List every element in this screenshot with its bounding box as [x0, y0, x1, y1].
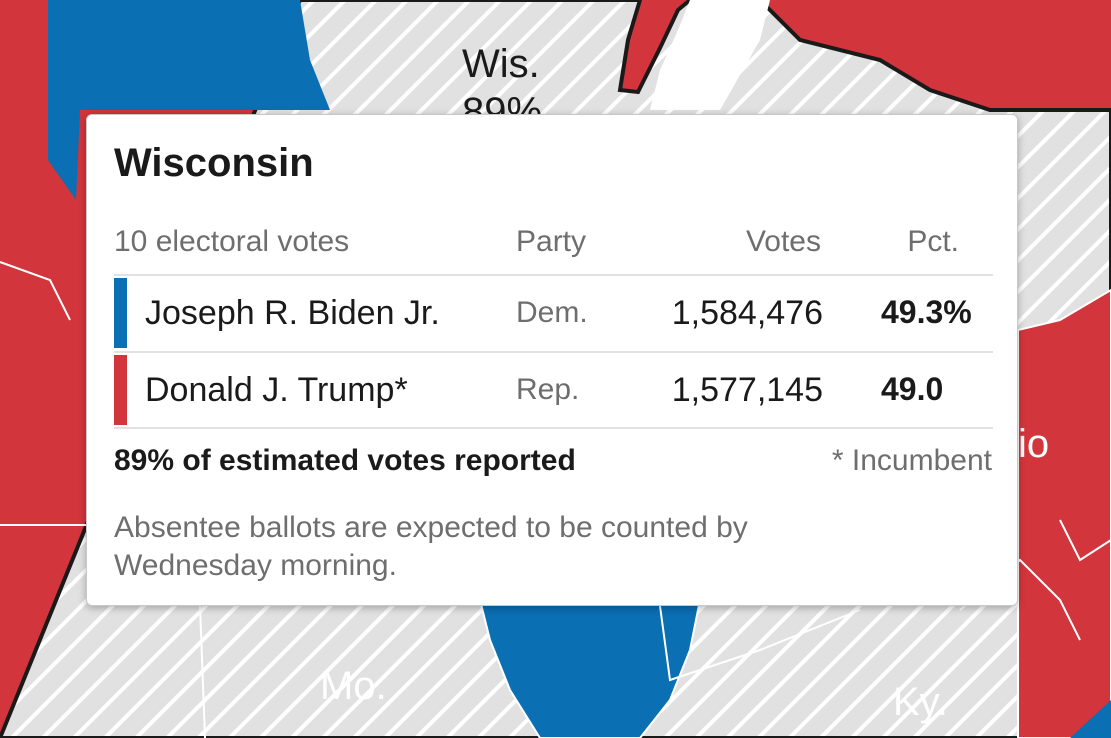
candidate-name: Joseph R. Biden Jr. — [145, 294, 440, 332]
candidate-votes: 1,577,145 — [671, 371, 823, 409]
minnesota-shape[interactable] — [48, 0, 330, 200]
party-color-bar — [114, 355, 127, 425]
candidate-name: Donald J. Trump* — [145, 371, 408, 409]
candidate-row-trump: Donald J. Trump* Rep. 1,577,145 49.0 — [114, 351, 993, 429]
absentee-note: Absentee ballots are expected to be coun… — [114, 511, 748, 582]
lake-michigan — [640, 0, 770, 110]
header-votes: Votes — [745, 225, 821, 258]
candidate-party: Rep. — [516, 373, 580, 406]
ohio-shape[interactable] — [1017, 288, 1111, 738]
header-electoral-votes: 10 electoral votes — [114, 225, 350, 258]
incumbent-note: * Incumbent — [831, 444, 992, 477]
candidate-row-biden: Joseph R. Biden Jr. Dem. 1,584,476 49.3% — [114, 274, 993, 350]
party-color-bar — [114, 278, 127, 348]
candidate-party: Dem. — [516, 296, 588, 329]
map-label-ohio: io — [1018, 422, 1050, 466]
map-label-missouri: Mo. — [320, 664, 387, 708]
header-pct: Pct. — [907, 225, 959, 258]
candidate-pct: 49.3% — [881, 294, 972, 330]
map-label-wisconsin: Wis. — [462, 42, 540, 86]
candidate-pct: 49.0 — [881, 371, 944, 407]
header-party: Party — [516, 225, 587, 258]
west-virginia-shape — [1070, 700, 1111, 738]
candidate-votes: 1,584,476 — [671, 294, 823, 332]
state-tooltip: Wisconsin 10 electoral votes Party Votes… — [86, 114, 1018, 606]
map-label-kentucky: Ky. — [893, 680, 948, 724]
tooltip-state-title: Wisconsin — [114, 141, 314, 185]
state-boundaries — [0, 261, 1111, 738]
votes-reported-text: 89% of estimated votes reported — [114, 444, 576, 477]
illinois-shape[interactable] — [478, 599, 702, 738]
